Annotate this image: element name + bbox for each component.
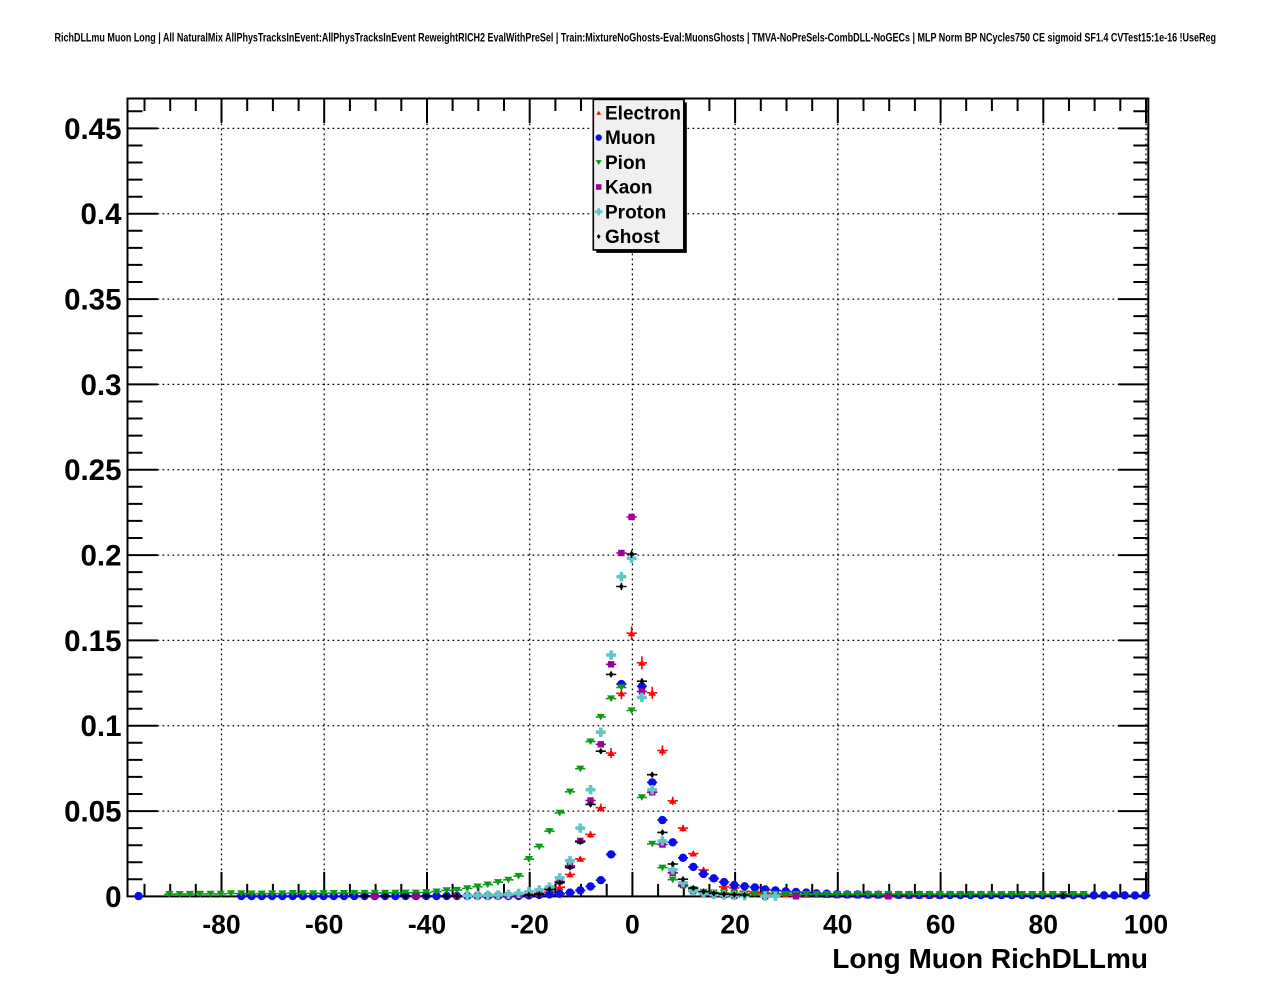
svg-text:Muon: Muon — [605, 128, 656, 149]
svg-text:Ghost: Ghost — [605, 227, 661, 248]
svg-text:0.45: 0.45 — [64, 113, 121, 146]
svg-text:0: 0 — [625, 910, 640, 940]
svg-text:-20: -20 — [511, 910, 549, 940]
svg-text:0.2: 0.2 — [80, 540, 121, 573]
svg-text:-60: -60 — [305, 910, 343, 940]
svg-text:100: 100 — [1124, 910, 1168, 940]
svg-text:0.35: 0.35 — [64, 284, 121, 317]
svg-text:Proton: Proton — [605, 202, 666, 223]
svg-text:Electron: Electron — [605, 103, 681, 124]
svg-text:0.05: 0.05 — [64, 796, 121, 829]
svg-text:-80: -80 — [202, 910, 240, 940]
svg-text:-40: -40 — [408, 910, 446, 940]
svg-text:RichDLLmu Muon Long | All Natu: RichDLLmu Muon Long | All NaturalMix All… — [55, 31, 1217, 45]
svg-text:0.3: 0.3 — [80, 369, 121, 402]
svg-text:20: 20 — [720, 910, 749, 940]
svg-text:Pion: Pion — [605, 153, 646, 174]
svg-text:Kaon: Kaon — [605, 178, 653, 199]
svg-text:0.4: 0.4 — [80, 198, 122, 231]
svg-text:0.25: 0.25 — [64, 454, 121, 487]
svg-text:0.1: 0.1 — [80, 710, 121, 743]
svg-text:0.15: 0.15 — [64, 625, 121, 658]
svg-text:60: 60 — [926, 910, 955, 940]
svg-text:80: 80 — [1029, 910, 1058, 940]
svg-text:40: 40 — [823, 910, 852, 940]
svg-text:Long Muon RichDLLmu: Long Muon RichDLLmu — [832, 943, 1148, 974]
svg-text:0: 0 — [105, 881, 121, 914]
